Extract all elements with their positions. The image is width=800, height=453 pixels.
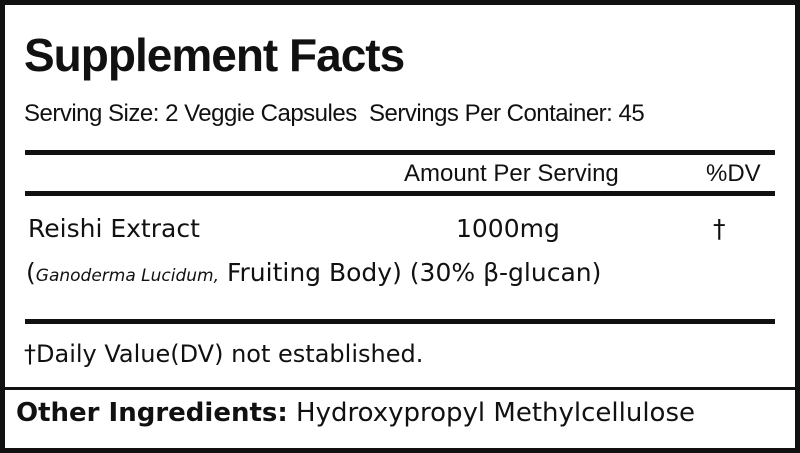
divider-rule (25, 150, 775, 155)
label-title: Supplement Facts (24, 29, 405, 81)
dv-header: %DV (706, 160, 761, 187)
divider-rule (25, 319, 775, 324)
detail-open: ( (26, 258, 36, 287)
other-ingredients-value: Hydroxypropyl Methylcellulose (287, 398, 695, 428)
ingredient-dv: † (713, 214, 726, 243)
footnote: †Daily Value(DV) not established. (24, 340, 424, 368)
ingredient-name: Reishi Extract (28, 214, 200, 243)
divider-rule (25, 191, 775, 196)
other-ingredients: Other Ingredients: Hydroxypropyl Methylc… (16, 398, 695, 428)
section-divider (0, 387, 800, 390)
detail-rest: Fruiting Body) (30% β-glucan) (219, 258, 602, 287)
serving-info: Serving Size: 2 Veggie Capsules Servings… (24, 100, 645, 127)
amount-per-serving-header: Amount Per Serving (404, 160, 619, 187)
ingredient-detail: (Ganoderma Lucidum, Fruiting Body) (30% … (26, 258, 601, 287)
other-ingredients-label: Other Ingredients: (16, 398, 288, 428)
ingredient-amount: 1000mg (456, 214, 560, 243)
detail-species: Ganoderma Lucidum, (35, 266, 219, 286)
